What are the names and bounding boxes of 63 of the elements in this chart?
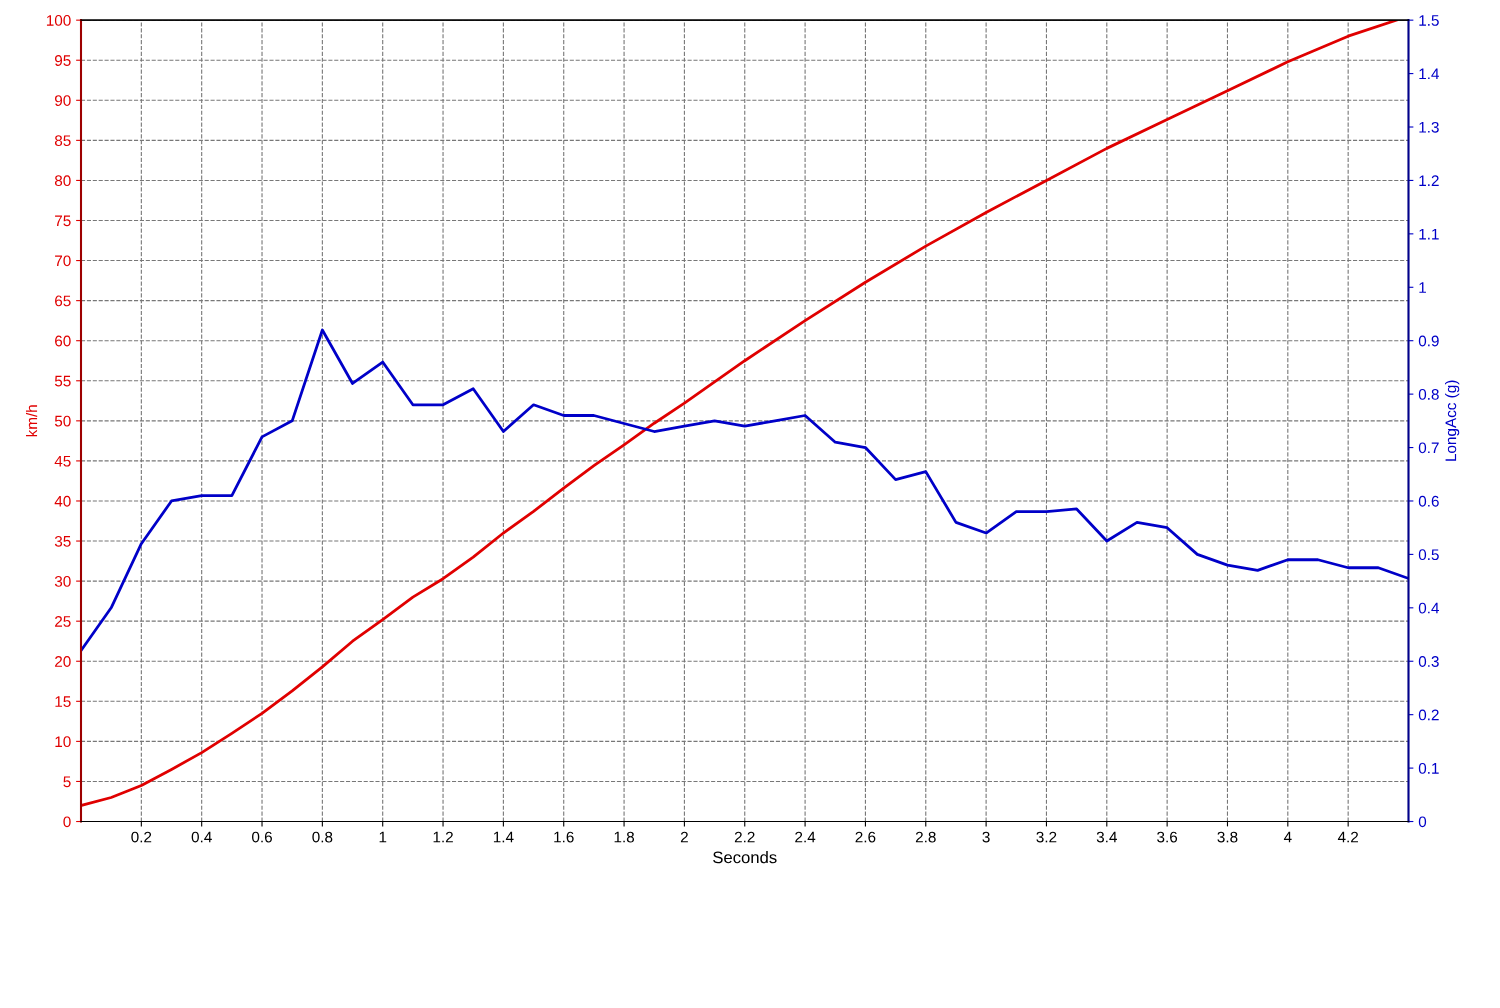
y2-tick-label: 0.1 bbox=[1418, 762, 1439, 774]
y2-tick-label: 1.3 bbox=[1419, 121, 1439, 133]
y-tick-label: 85 bbox=[54, 135, 71, 147]
y-tick-label: 25 bbox=[55, 616, 71, 627]
x-tick-label: 0.6 bbox=[252, 831, 272, 843]
y2-tick-label: 0.2 bbox=[1418, 709, 1439, 721]
x-tick-label: 1.6 bbox=[554, 831, 574, 843]
x-tick-label: 3.2 bbox=[1036, 831, 1057, 843]
y2-tick-label: 0.9 bbox=[1418, 335, 1439, 347]
y2-tick-label: 1.1 bbox=[1419, 228, 1439, 240]
x-tick-label: 3.8 bbox=[1217, 831, 1238, 843]
y2-axis-title: LongAcc (g) bbox=[1445, 380, 1460, 461]
y-tick-label: 55 bbox=[54, 375, 71, 387]
y-tick-label: 65 bbox=[55, 295, 71, 307]
y2-tick-label: 0.8 bbox=[1418, 389, 1439, 400]
y-tick-label: 0 bbox=[63, 816, 71, 828]
x-tick-label: 3.4 bbox=[1096, 831, 1117, 843]
x-tick-label: 2.8 bbox=[915, 831, 936, 843]
x-tick-label: 2.2 bbox=[734, 831, 755, 843]
y-tick-label: 100 bbox=[46, 15, 71, 26]
y-tick-label: 90 bbox=[55, 95, 71, 106]
x-tick-label: 0.8 bbox=[312, 831, 333, 843]
x-tick-label: 1 bbox=[379, 831, 387, 843]
y-tick-label: 15 bbox=[55, 696, 71, 707]
x-tick-label: 1.8 bbox=[614, 831, 635, 843]
y2-tick-label: 0.5 bbox=[1418, 549, 1439, 561]
y-tick-label: 60 bbox=[55, 335, 71, 347]
x-tick-label: 1.2 bbox=[433, 831, 453, 843]
y-tick-label: 5 bbox=[63, 776, 71, 788]
y-tick-label: 70 bbox=[55, 255, 71, 267]
y2-tick-label: 0 bbox=[1418, 816, 1427, 828]
y2-tick-label: 1.4 bbox=[1419, 68, 1440, 80]
x-tick-label: 3.6 bbox=[1157, 831, 1178, 843]
y-tick-label: 40 bbox=[54, 495, 71, 507]
x-tick-label: 4 bbox=[1283, 831, 1292, 843]
y-tick-label: 20 bbox=[55, 656, 71, 667]
y-tick-label: 30 bbox=[54, 575, 71, 587]
x-tick-label: 0.4 bbox=[191, 831, 212, 843]
y-axis-title: km/h bbox=[25, 405, 38, 437]
y-tick-label: 75 bbox=[55, 215, 71, 227]
y2-tick-label: 1.5 bbox=[1419, 15, 1439, 26]
x-tick-label: 2.4 bbox=[795, 831, 816, 843]
x-tick-label: 2 bbox=[680, 831, 688, 843]
x-tick-label: 3 bbox=[982, 831, 990, 843]
y2-tick-label: 0.6 bbox=[1418, 495, 1439, 507]
x-axis-title: Seconds bbox=[713, 851, 777, 864]
y-tick-label: 35 bbox=[54, 535, 71, 547]
line-series bbox=[81, 328, 1409, 652]
x-tick-label: 4.2 bbox=[1337, 831, 1359, 843]
y2-tick-label: 1.2 bbox=[1419, 175, 1439, 186]
y-tick-label: 45 bbox=[54, 455, 71, 467]
y-tick-label: 50 bbox=[54, 415, 71, 427]
x-tick-label: 0.2 bbox=[131, 831, 152, 843]
y2-tick-label: 1 bbox=[1419, 282, 1426, 293]
y2-tick-label: 0.4 bbox=[1418, 602, 1440, 614]
y-tick-label: 95 bbox=[55, 55, 71, 66]
y-tick-label: 80 bbox=[54, 175, 71, 187]
line-series bbox=[81, 20, 1398, 807]
y2-tick-label: 0.3 bbox=[1418, 656, 1439, 667]
y2-tick-label: 0.7 bbox=[1418, 442, 1439, 454]
y-tick-label: 10 bbox=[55, 736, 71, 748]
x-tick-label: 2.6 bbox=[855, 831, 876, 843]
x-tick-label: 1.4 bbox=[493, 831, 514, 843]
